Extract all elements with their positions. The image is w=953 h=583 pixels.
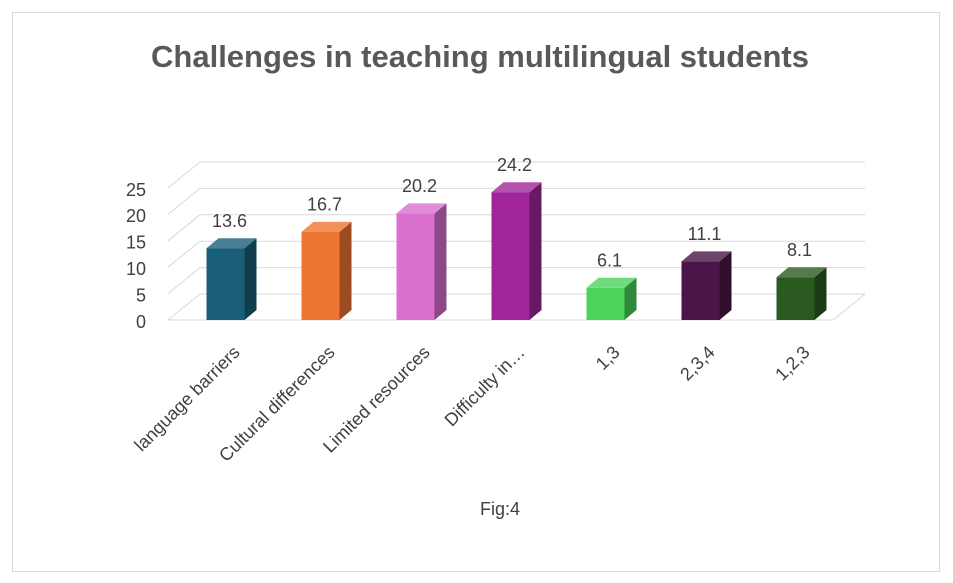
caption: Fig:4 bbox=[480, 499, 520, 519]
value-label: 16.7 bbox=[307, 195, 342, 215]
bar-side bbox=[624, 277, 637, 320]
chart-title: Challenges in teaching multilingual stud… bbox=[151, 39, 809, 74]
bar bbox=[491, 182, 542, 320]
bar bbox=[206, 238, 257, 320]
bar-front bbox=[776, 277, 815, 320]
x-tick-label: Difficulty in… bbox=[441, 342, 529, 430]
value-label: 8.1 bbox=[787, 240, 812, 260]
bar-front bbox=[206, 248, 245, 320]
bar-side bbox=[529, 182, 542, 320]
x-tick-label: 2,3,4 bbox=[676, 342, 718, 384]
value-label: 11.1 bbox=[688, 224, 722, 244]
bar bbox=[681, 251, 732, 320]
x-tick-label: Limited resources bbox=[319, 342, 434, 457]
x-tick-label: language barriers bbox=[130, 342, 243, 455]
bar-front bbox=[491, 192, 530, 320]
bar-top bbox=[301, 221, 352, 232]
bar-top bbox=[586, 277, 637, 288]
y-tick-label: 15 bbox=[126, 233, 146, 253]
value-label: 24.2 bbox=[497, 155, 532, 175]
x-tick-label: 1,2,3 bbox=[771, 342, 813, 384]
y-tick-label: 25 bbox=[126, 180, 146, 200]
grid-line bbox=[167, 161, 865, 189]
bar-front bbox=[586, 287, 625, 320]
bar-front bbox=[681, 261, 720, 320]
y-tick-label: 0 bbox=[136, 312, 146, 332]
floor-edge bbox=[168, 293, 866, 321]
bar-front bbox=[396, 213, 435, 320]
bar-top bbox=[776, 267, 827, 278]
y-tick-label: 20 bbox=[126, 206, 146, 226]
bar bbox=[776, 267, 827, 320]
bar-top bbox=[681, 251, 732, 262]
grid-line bbox=[167, 187, 865, 215]
x-tick-label: 1,3 bbox=[592, 342, 624, 374]
bar-top bbox=[206, 238, 257, 249]
bar bbox=[396, 203, 447, 320]
bar-side bbox=[434, 203, 447, 320]
grid-line bbox=[167, 240, 865, 268]
y-tick-label: 5 bbox=[136, 285, 146, 305]
value-label: 20.2 bbox=[402, 176, 437, 196]
bar-top bbox=[491, 182, 542, 193]
grid-line bbox=[167, 293, 865, 321]
y-tick-label: 10 bbox=[126, 259, 146, 279]
chart-frame bbox=[12, 12, 940, 572]
grid-line bbox=[167, 267, 865, 294]
bar-front bbox=[301, 231, 340, 320]
value-label: 6.1 bbox=[597, 251, 622, 271]
bar-side bbox=[719, 251, 732, 320]
grid-line bbox=[167, 214, 865, 242]
bar-side bbox=[339, 221, 352, 320]
bar bbox=[301, 221, 352, 320]
bar-side bbox=[814, 267, 827, 320]
bar bbox=[586, 277, 637, 320]
value-label: 13.6 bbox=[212, 211, 247, 231]
bar-top bbox=[396, 203, 447, 214]
bar-side bbox=[244, 238, 257, 320]
